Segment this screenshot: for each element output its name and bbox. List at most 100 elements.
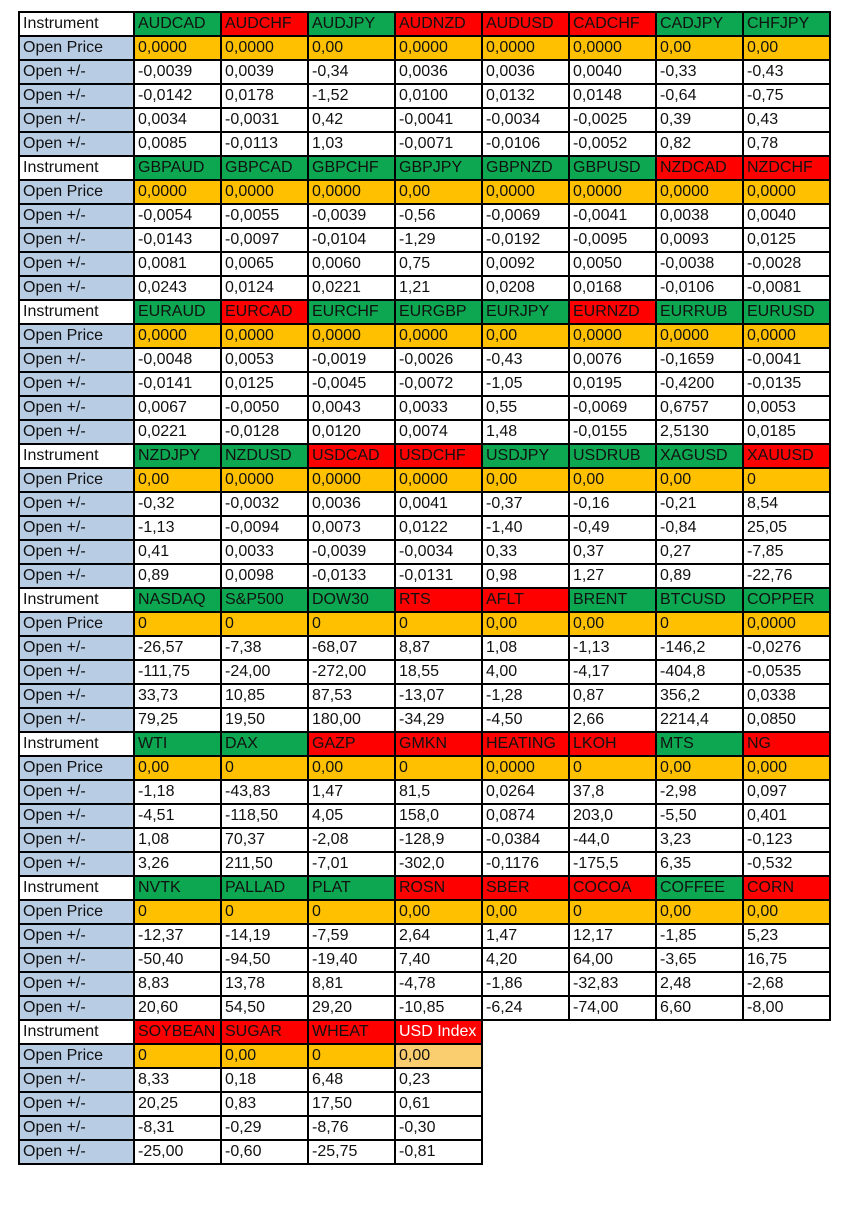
row-label-open-change[interactable]: Open +/- bbox=[18, 371, 135, 397]
open-price-cell-wti[interactable]: 0,00 bbox=[133, 755, 222, 781]
open-change-cell-audchf[interactable]: -0,0031 bbox=[220, 107, 309, 133]
open-price-cell-nzdcad[interactable]: 0,0000 bbox=[655, 179, 744, 205]
row-label-open-change[interactable]: Open +/- bbox=[18, 803, 135, 829]
open-change-cell-lkoh[interactable]: 203,0 bbox=[568, 803, 657, 829]
open-change-cell-gbpusd[interactable]: 0,0050 bbox=[568, 251, 657, 277]
open-change-cell-wti[interactable]: 3,26 bbox=[133, 851, 222, 877]
open-change-cell-soybean[interactable]: -8,31 bbox=[133, 1115, 222, 1141]
open-change-cell-gbpcad[interactable]: -0,0055 bbox=[220, 203, 309, 229]
open-change-cell-usdchf[interactable]: 0,0041 bbox=[394, 491, 483, 517]
instrument-header-cadchf[interactable]: CADCHF bbox=[568, 11, 657, 37]
open-change-cell-eurusd[interactable]: 0,0053 bbox=[742, 395, 831, 421]
open-change-cell-wheat[interactable]: -8,76 bbox=[307, 1115, 396, 1141]
open-change-cell-aflt[interactable]: -1,28 bbox=[481, 683, 570, 709]
row-label-instrument[interactable]: Instrument bbox=[18, 1019, 135, 1045]
open-change-cell-eurrub[interactable]: 0,6757 bbox=[655, 395, 744, 421]
open-change-cell-dax[interactable]: 70,37 bbox=[220, 827, 309, 853]
open-price-cell-gbpcad[interactable]: 0,0000 bbox=[220, 179, 309, 205]
open-change-cell-brent[interactable]: -4,17 bbox=[568, 659, 657, 685]
instrument-header-nasdaq[interactable]: NASDAQ bbox=[133, 587, 222, 613]
open-change-cell-nzdusd[interactable]: -0,0032 bbox=[220, 491, 309, 517]
row-label-open-price[interactable]: Open Price bbox=[18, 179, 135, 205]
open-change-cell-gbpusd[interactable]: -0,0041 bbox=[568, 203, 657, 229]
open-change-cell-eurcad[interactable]: 0,0125 bbox=[220, 371, 309, 397]
open-change-cell-dow30[interactable]: 180,00 bbox=[307, 707, 396, 733]
instrument-header-gazp[interactable]: GAZP bbox=[307, 731, 396, 757]
open-change-cell-s-p500[interactable]: -24,00 bbox=[220, 659, 309, 685]
open-change-cell-cadchf[interactable]: -0,0052 bbox=[568, 131, 657, 157]
row-label-open-price[interactable]: Open Price bbox=[18, 467, 135, 493]
instrument-header-copper[interactable]: COPPER bbox=[742, 587, 831, 613]
open-change-cell-heating[interactable]: -0,1176 bbox=[481, 851, 570, 877]
open-change-cell-nzdusd[interactable]: 0,0098 bbox=[220, 563, 309, 589]
instrument-header-audusd[interactable]: AUDUSD bbox=[481, 11, 570, 37]
instrument-header-xagusd[interactable]: XAGUSD bbox=[655, 443, 744, 469]
open-change-cell-eurusd[interactable]: -0,0041 bbox=[742, 347, 831, 373]
open-change-cell-audcad[interactable]: -0,0039 bbox=[133, 59, 222, 85]
open-change-cell-gbpchf[interactable]: 0,0060 bbox=[307, 251, 396, 277]
open-price-cell-usdrub[interactable]: 0,00 bbox=[568, 467, 657, 493]
instrument-header-gbpcad[interactable]: GBPCAD bbox=[220, 155, 309, 181]
open-change-cell-nvtk[interactable]: -12,37 bbox=[133, 923, 222, 949]
open-change-cell-eurjpy[interactable]: -0,43 bbox=[481, 347, 570, 373]
row-label-open-change[interactable]: Open +/- bbox=[18, 971, 135, 997]
open-change-cell-coffee[interactable]: -1,85 bbox=[655, 923, 744, 949]
open-change-cell-eurnzd[interactable]: 0,0195 bbox=[568, 371, 657, 397]
open-change-cell-mts[interactable]: 3,23 bbox=[655, 827, 744, 853]
row-label-open-price[interactable]: Open Price bbox=[18, 1043, 135, 1069]
instrument-header-nzdchf[interactable]: NZDCHF bbox=[742, 155, 831, 181]
open-change-cell-nzdchf[interactable]: -0,0028 bbox=[742, 251, 831, 277]
instrument-header-lkoh[interactable]: LKOH bbox=[568, 731, 657, 757]
row-label-open-change[interactable]: Open +/- bbox=[18, 515, 135, 541]
open-change-cell-btcusd[interactable]: -404,8 bbox=[655, 659, 744, 685]
open-price-cell-coffee[interactable]: 0,00 bbox=[655, 899, 744, 925]
open-change-cell-xauusd[interactable]: 25,05 bbox=[742, 515, 831, 541]
open-change-cell-audcad[interactable]: 0,0034 bbox=[133, 107, 222, 133]
open-price-cell-nvtk[interactable]: 0 bbox=[133, 899, 222, 925]
open-price-cell-btcusd[interactable]: 0 bbox=[655, 611, 744, 637]
open-price-cell-eurnzd[interactable]: 0,0000 bbox=[568, 323, 657, 349]
instrument-header-pallad[interactable]: PALLAD bbox=[220, 875, 309, 901]
open-change-cell-sber[interactable]: 4,20 bbox=[481, 947, 570, 973]
open-change-cell-xauusd[interactable]: 8,54 bbox=[742, 491, 831, 517]
instrument-header-eurjpy[interactable]: EURJPY bbox=[481, 299, 570, 325]
open-change-cell-dow30[interactable]: 87,53 bbox=[307, 683, 396, 709]
open-price-cell-audjpy[interactable]: 0,00 bbox=[307, 35, 396, 61]
row-label-open-change[interactable]: Open +/- bbox=[18, 83, 135, 109]
open-price-cell-rts[interactable]: 0 bbox=[394, 611, 483, 637]
row-label-instrument[interactable]: Instrument bbox=[18, 587, 135, 613]
open-change-cell-usdcad[interactable]: 0,0036 bbox=[307, 491, 396, 517]
open-change-cell-rosn[interactable]: 2,64 bbox=[394, 923, 483, 949]
open-change-cell-copper[interactable]: 0,0850 bbox=[742, 707, 831, 733]
instrument-header-heating[interactable]: HEATING bbox=[481, 731, 570, 757]
open-change-cell-eurjpy[interactable]: 0,55 bbox=[481, 395, 570, 421]
open-change-cell-nzdcad[interactable]: -0,0106 bbox=[655, 275, 744, 301]
open-change-cell-nzdjpy[interactable]: 0,89 bbox=[133, 563, 222, 589]
open-change-cell-nzdcad[interactable]: -0,0038 bbox=[655, 251, 744, 277]
open-price-cell-brent[interactable]: 0,00 bbox=[568, 611, 657, 637]
open-change-cell-brent[interactable]: 2,66 bbox=[568, 707, 657, 733]
row-label-open-change[interactable]: Open +/- bbox=[18, 1067, 135, 1093]
open-change-cell-s-p500[interactable]: 10,85 bbox=[220, 683, 309, 709]
open-price-cell-eurchf[interactable]: 0,0000 bbox=[307, 323, 396, 349]
open-change-cell-eurchf[interactable]: 0,0120 bbox=[307, 419, 396, 445]
open-change-cell-rosn[interactable]: -4,78 bbox=[394, 971, 483, 997]
open-change-cell-eurusd[interactable]: -0,0135 bbox=[742, 371, 831, 397]
open-change-cell-sugar[interactable]: -0,29 bbox=[220, 1115, 309, 1141]
open-change-cell-sugar[interactable]: 0,83 bbox=[220, 1091, 309, 1117]
instrument-header-gmkn[interactable]: GMKN bbox=[394, 731, 483, 757]
row-label-open-change[interactable]: Open +/- bbox=[18, 947, 135, 973]
row-label-open-change[interactable]: Open +/- bbox=[18, 779, 135, 805]
open-change-cell-rts[interactable]: -13,07 bbox=[394, 683, 483, 709]
instrument-header-gbpaud[interactable]: GBPAUD bbox=[133, 155, 222, 181]
open-price-cell-aflt[interactable]: 0,00 bbox=[481, 611, 570, 637]
open-price-cell-ng[interactable]: 0,000 bbox=[742, 755, 831, 781]
instrument-header-sber[interactable]: SBER bbox=[481, 875, 570, 901]
row-label-instrument[interactable]: Instrument bbox=[18, 875, 135, 901]
open-change-cell-nvtk[interactable]: 20,60 bbox=[133, 995, 222, 1021]
open-change-cell-cadjpy[interactable]: -0,33 bbox=[655, 59, 744, 85]
instrument-header-gbpchf[interactable]: GBPCHF bbox=[307, 155, 396, 181]
instrument-header-usdjpy[interactable]: USDJPY bbox=[481, 443, 570, 469]
open-change-cell-eurnzd[interactable]: -0,0069 bbox=[568, 395, 657, 421]
open-change-cell-aflt[interactable]: 1,08 bbox=[481, 635, 570, 661]
